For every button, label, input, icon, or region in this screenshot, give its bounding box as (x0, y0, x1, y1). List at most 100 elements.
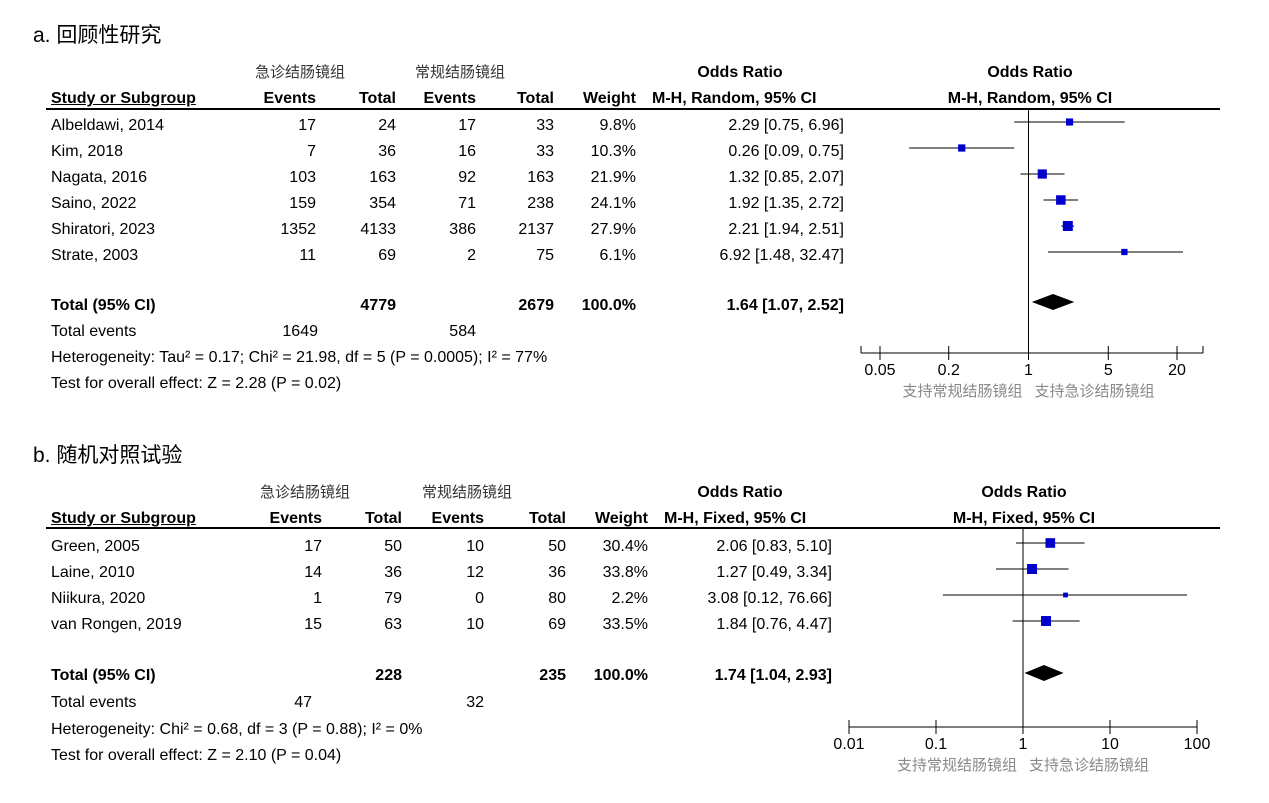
events-exp-total: 47 (294, 694, 312, 711)
header-plot-method: M-H, Fixed, 95% CI (952, 510, 1096, 527)
study-marker (1063, 592, 1068, 598)
weight: 33.8% (602, 564, 648, 581)
header-rule (46, 527, 1220, 529)
study-name: Kim, 2018 (51, 143, 124, 160)
header-study: Study or Subgroup (51, 510, 196, 527)
total-weight: 100.0% (581, 297, 636, 314)
header-or-method: M-H, Fixed, 95% CI (664, 510, 807, 527)
total-exp: 50 (384, 538, 402, 555)
panel-title: b. 随机对照试验 (33, 444, 183, 467)
study-name: Strate, 2003 (51, 247, 139, 264)
favours-control-label: 支持常规结肠镜组 (897, 756, 1017, 774)
odds-ratio-ci: 0.26 [0.09, 0.75] (728, 143, 844, 160)
plot-column-title: Odds Ratio (987, 64, 1073, 81)
tick-label: 10 (1101, 736, 1119, 753)
favours-control-label: 支持常规结肠镜组 (902, 382, 1022, 400)
group-control-label: 常规结肠镜组 (415, 63, 506, 81)
events-exp: 7 (307, 143, 316, 160)
favours-experimental-label: 支持急诊结肠镜组 (1029, 756, 1149, 774)
group-experimental-label: 急诊结肠镜组 (260, 483, 351, 501)
odds-ratio-ci: 2.06 [0.83, 5.10] (716, 538, 832, 555)
header-weight: Weight (594, 510, 648, 527)
total-ctl: 2679 (518, 297, 554, 314)
overall-effect-text: Test for overall effect: Z = 2.10 (P = 0… (51, 747, 342, 764)
pooled-diamond (1031, 294, 1075, 310)
pooled-diamond (1024, 665, 1064, 681)
overall-effect-text: Test for overall effect: Z = 2.28 (P = 0… (51, 375, 342, 392)
header-or-method: M-H, Random, 95% CI (652, 90, 817, 107)
heterogeneity-text: Heterogeneity: Tau² = 0.17; Chi² = 21.98… (51, 349, 548, 366)
tick-label: 5 (1104, 362, 1113, 379)
heterogeneity-text: Heterogeneity: Chi² = 0.68, df = 3 (P = … (51, 721, 423, 738)
total-exp: 24 (378, 117, 396, 134)
tick-label: 1 (1024, 362, 1033, 379)
or-column-title: Odds Ratio (697, 64, 783, 81)
tick-label: 0.05 (864, 362, 895, 379)
events-ctl: 92 (458, 169, 476, 186)
events-ctl-total: 32 (466, 694, 484, 711)
events-exp: 17 (304, 538, 322, 555)
events-ctl: 71 (458, 195, 476, 212)
odds-ratio-ci: 1.92 [1.35, 2.72] (728, 195, 844, 212)
weight: 33.5% (602, 616, 648, 633)
study-name: Nagata, 2016 (51, 169, 148, 186)
header-study: Study or Subgroup (51, 90, 196, 107)
events-ctl: 12 (466, 564, 484, 581)
odds-ratio-ci: 6.92 [1.48, 32.47] (719, 247, 844, 264)
weight: 30.4% (602, 538, 648, 555)
total-exp: 354 (369, 195, 396, 212)
events-exp: 1352 (280, 221, 316, 238)
header-events-exp: Events (263, 90, 316, 107)
events-ctl: 2 (467, 247, 476, 264)
study-marker (1065, 118, 1074, 126)
total-ctl: 69 (548, 616, 566, 633)
study-name: Albeldawi, 2014 (51, 117, 164, 134)
total-ctl: 36 (548, 564, 566, 581)
group-control-label: 常规结肠镜组 (422, 483, 513, 501)
study-name: Green, 2005 (51, 538, 140, 555)
events-exp-total: 1649 (282, 323, 318, 340)
events-exp: 103 (289, 169, 316, 186)
total-exp: 4779 (360, 297, 396, 314)
header-events-ctl: Events (423, 90, 476, 107)
events-ctl: 0 (475, 590, 484, 607)
total-ctl: 33 (536, 117, 554, 134)
odds-ratio-ci: 3.08 [0.12, 76.66] (707, 590, 832, 607)
study-marker (1045, 538, 1056, 548)
header-total-exp: Total (358, 90, 396, 107)
weight: 2.2% (611, 590, 648, 607)
weight: 24.1% (590, 195, 636, 212)
events-exp: 14 (304, 564, 322, 581)
weight: 10.3% (590, 143, 636, 160)
header-plot-method: M-H, Random, 95% CI (947, 90, 1113, 107)
study-marker (1041, 616, 1052, 626)
group-experimental-label: 急诊结肠镜组 (255, 63, 346, 81)
total-ctl: 80 (548, 590, 566, 607)
events-ctl-total: 584 (449, 323, 476, 340)
favours-experimental-label: 支持急诊结肠镜组 (1035, 382, 1155, 400)
study-name: Shiratori, 2023 (51, 221, 156, 238)
events-ctl: 17 (458, 117, 476, 134)
tick-label: 1 (1019, 736, 1028, 753)
tick-label: 0.1 (925, 736, 947, 753)
pooled-ci: 1.64 [1.07, 2.52] (726, 297, 844, 314)
total-ctl: 238 (527, 195, 554, 212)
odds-ratio-ci: 1.27 [0.49, 3.34] (716, 564, 832, 581)
total-exp: 163 (369, 169, 396, 186)
plot-column-title: Odds Ratio (981, 484, 1067, 501)
tick-label: 20 (1168, 362, 1186, 379)
total-weight: 100.0% (593, 667, 648, 684)
pooled-ci: 1.74 [1.04, 2.93] (714, 667, 832, 684)
total-exp: 36 (378, 143, 396, 160)
events-ctl: 10 (466, 538, 484, 555)
tick-label: 0.01 (833, 736, 864, 753)
panel-title: a. 回顾性研究 (33, 24, 162, 47)
tick-label: 0.2 (938, 362, 960, 379)
events-label: Total events (51, 694, 137, 711)
header-events-ctl: Events (431, 510, 484, 527)
events-exp: 11 (299, 247, 316, 264)
study-name: Saino, 2022 (51, 195, 137, 212)
events-ctl: 386 (449, 221, 476, 238)
tick-label: 100 (1184, 736, 1211, 753)
